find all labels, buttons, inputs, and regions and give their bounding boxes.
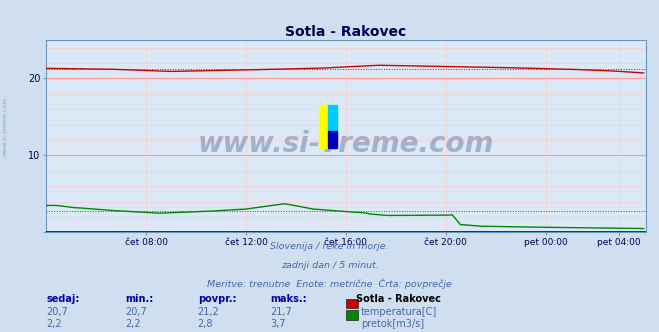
Bar	[328, 131, 337, 148]
Text: www.si-vreme.com: www.si-vreme.com	[3, 96, 8, 156]
Text: pretok[m3/s]: pretok[m3/s]	[361, 319, 424, 329]
Text: 20,7: 20,7	[125, 307, 147, 317]
Title: Sotla - Rakovec: Sotla - Rakovec	[285, 25, 407, 39]
Text: Slovenija / reke in morje.: Slovenija / reke in morje.	[270, 242, 389, 251]
Text: sedaj:: sedaj:	[46, 294, 80, 304]
Text: temperatura[C]: temperatura[C]	[361, 307, 438, 317]
Text: maks.:: maks.:	[270, 294, 307, 304]
Text: 3,7: 3,7	[270, 319, 286, 329]
Text: 2,2: 2,2	[46, 319, 62, 329]
Text: 2,2: 2,2	[125, 319, 141, 329]
Bar	[318, 105, 328, 148]
Text: www.si-vreme.com: www.si-vreme.com	[198, 130, 494, 158]
Bar	[328, 105, 337, 131]
Text: Meritve: trenutne  Enote: metrične  Črta: povprečje: Meritve: trenutne Enote: metrične Črta: …	[207, 279, 452, 290]
Text: 21,7: 21,7	[270, 307, 292, 317]
Text: 20,7: 20,7	[46, 307, 68, 317]
Text: 21,2: 21,2	[198, 307, 219, 317]
Text: 2,8: 2,8	[198, 319, 214, 329]
Text: Sotla - Rakovec: Sotla - Rakovec	[356, 294, 441, 304]
Text: min.:: min.:	[125, 294, 154, 304]
Text: zadnji dan / 5 minut.: zadnji dan / 5 minut.	[281, 261, 378, 270]
Text: povpr.:: povpr.:	[198, 294, 236, 304]
